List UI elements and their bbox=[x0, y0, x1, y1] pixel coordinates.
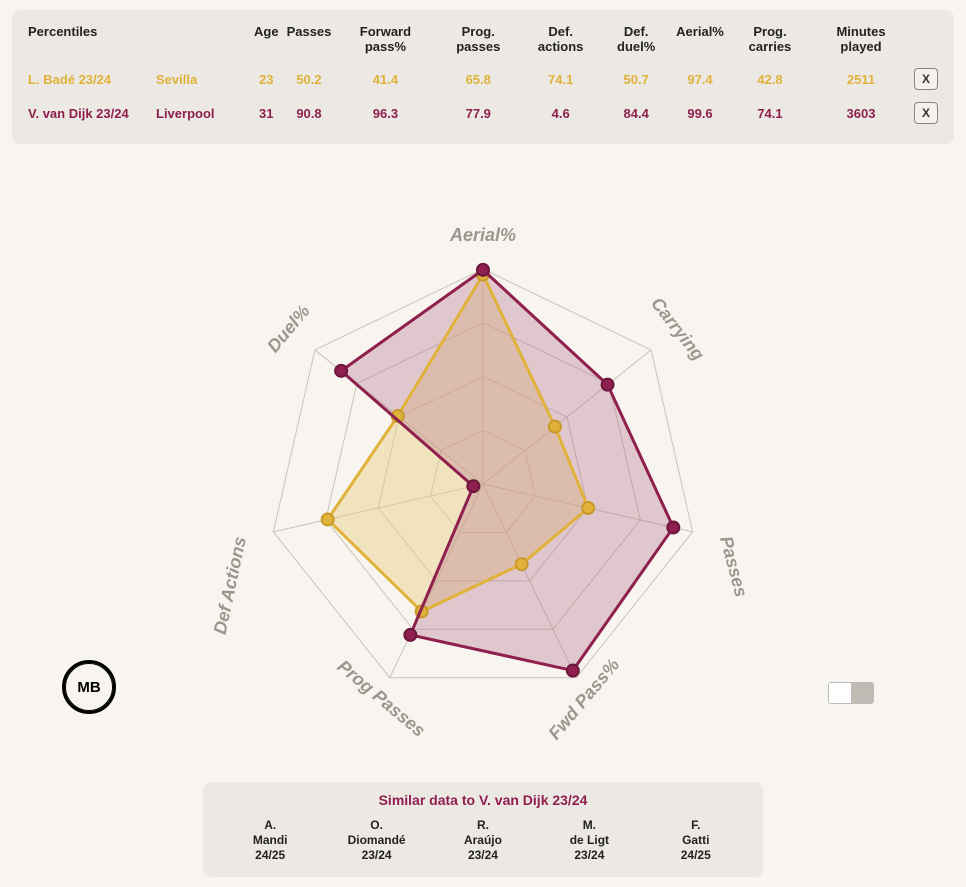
cell: 84.4 bbox=[600, 96, 672, 130]
cell: 99.6 bbox=[672, 96, 728, 130]
cell: 65.8 bbox=[435, 62, 521, 96]
cell: 42.8 bbox=[728, 62, 812, 96]
brand-logo: MB bbox=[62, 660, 116, 714]
col-percentiles: Percentiles bbox=[24, 20, 152, 62]
percentiles-table: Percentiles Age Passes Forward pass% Pro… bbox=[24, 20, 942, 130]
radar-chart-area: Aerial%CarryingPassesFwd Pass%Prog Passe… bbox=[12, 154, 954, 774]
cell: 50.2 bbox=[283, 62, 336, 96]
similar-player-item[interactable]: F.Gatti24/25 bbox=[651, 818, 741, 863]
similar-players-card: Similar data to V. van Dijk 23/24 A.Mand… bbox=[203, 782, 763, 877]
cell: 3603 bbox=[812, 96, 910, 130]
col-def-duel: Def. duel% bbox=[600, 20, 672, 62]
radar-chart: Aerial%CarryingPassesFwd Pass%Prog Passe… bbox=[12, 154, 954, 774]
cell: 74.1 bbox=[728, 96, 812, 130]
svg-text:Prog Passes: Prog Passes bbox=[334, 656, 430, 741]
chart-toggle[interactable] bbox=[828, 682, 874, 704]
cell: 2511 bbox=[812, 62, 910, 96]
remove-row-button[interactable]: X bbox=[914, 102, 938, 124]
col-passes: Passes bbox=[283, 20, 336, 62]
svg-text:Passes: Passes bbox=[716, 534, 751, 599]
col-minutes: Minutes played bbox=[812, 20, 910, 62]
similar-title: Similar data to V. van Dijk 23/24 bbox=[217, 792, 749, 808]
player-name[interactable]: V. van Dijk 23/24 bbox=[24, 96, 152, 130]
cell: 4.6 bbox=[521, 96, 600, 130]
cell: 31 bbox=[250, 96, 283, 130]
table-row: L. Badé 23/24 Sevilla 23 50.2 41.4 65.8 … bbox=[24, 62, 942, 96]
similar-player-item[interactable]: R.Araújo23/24 bbox=[438, 818, 528, 863]
table-header-row: Percentiles Age Passes Forward pass% Pro… bbox=[24, 20, 942, 62]
cell: 74.1 bbox=[521, 62, 600, 96]
svg-text:Duel%: Duel% bbox=[263, 301, 314, 356]
cell: 50.7 bbox=[600, 62, 672, 96]
cell: 77.9 bbox=[435, 96, 521, 130]
player-team: Sevilla bbox=[152, 62, 250, 96]
cell: 96.3 bbox=[335, 96, 435, 130]
remove-row-button[interactable]: X bbox=[914, 68, 938, 90]
player-team: Liverpool bbox=[152, 96, 250, 130]
svg-text:Def Actions: Def Actions bbox=[210, 535, 250, 636]
col-fwd-pass: Forward pass% bbox=[335, 20, 435, 62]
percentiles-table-card: Percentiles Age Passes Forward pass% Pro… bbox=[12, 10, 954, 144]
col-age: Age bbox=[250, 20, 283, 62]
col-def-act: Def. actions bbox=[521, 20, 600, 62]
col-prog-pass: Prog. passes bbox=[435, 20, 521, 62]
col-aerial: Aerial% bbox=[672, 20, 728, 62]
svg-text:Carrying: Carrying bbox=[647, 293, 708, 364]
similar-player-item[interactable]: M.de Ligt23/24 bbox=[544, 818, 634, 863]
cell: 90.8 bbox=[283, 96, 336, 130]
svg-text:Aerial%: Aerial% bbox=[449, 225, 516, 245]
cell: 41.4 bbox=[335, 62, 435, 96]
table-row: V. van Dijk 23/24 Liverpool 31 90.8 96.3… bbox=[24, 96, 942, 130]
player-name[interactable]: L. Badé 23/24 bbox=[24, 62, 152, 96]
cell: 23 bbox=[250, 62, 283, 96]
col-prog-carry: Prog. carries bbox=[728, 20, 812, 62]
similar-players-row: A.Mandi24/25 O.Diomandé23/24 R.Araújo23/24… bbox=[217, 818, 749, 863]
similar-player-item[interactable]: O.Diomandé23/24 bbox=[332, 818, 422, 863]
similar-player-item[interactable]: A.Mandi24/25 bbox=[225, 818, 315, 863]
cell: 97.4 bbox=[672, 62, 728, 96]
